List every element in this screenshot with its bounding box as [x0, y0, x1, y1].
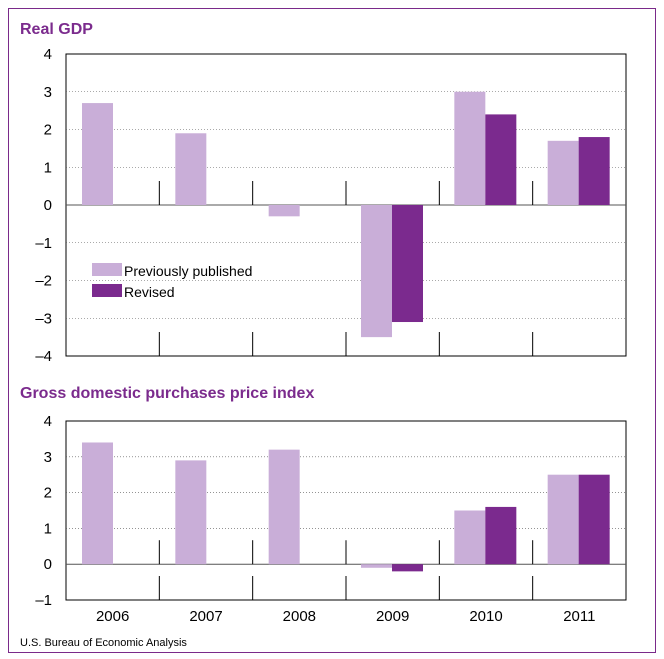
- y-tick-label: 3: [44, 449, 52, 466]
- real-gdp-y-ticks: 4 3 2 1 0 –1 –2 –3 –4: [35, 46, 52, 365]
- real-gdp-title: Real GDP: [20, 21, 93, 38]
- bar-revised-2011: [578, 137, 610, 205]
- bar-previous-2011: [547, 140, 579, 205]
- bar-previous-2011: [547, 474, 579, 565]
- y-tick-label: 4: [44, 413, 52, 430]
- bar-previous-2006: [82, 442, 113, 565]
- x-tick-label: 2009: [376, 608, 409, 625]
- bar-previous-2010: [454, 510, 486, 565]
- x-tick-label: 2010: [469, 608, 502, 625]
- bar-previous-2009: [361, 564, 392, 568]
- bar-previous-2010: [454, 91, 486, 205]
- real-gdp-bars: [82, 91, 610, 338]
- real-gdp-panel: Real GDP 4 3 2 1 0 –1 –2 –3 –4 Previously publis…: [20, 21, 627, 365]
- bar-revised-2011: [578, 474, 610, 565]
- legend-swatch-revised: [92, 284, 122, 297]
- y-tick-label: –4: [35, 348, 52, 365]
- legend-swatch-previous: [92, 263, 122, 276]
- real-gdp-separators: [158, 181, 534, 356]
- bar-previous-2007: [175, 460, 207, 565]
- price-index-title: Gross domestic purchases price index: [20, 385, 314, 402]
- y-tick-label: 4: [44, 46, 52, 63]
- y-tick-label: –3: [35, 310, 52, 327]
- price-index-bars: [82, 442, 610, 572]
- bar-previous-2009: [361, 205, 392, 338]
- bar-previous-2007: [175, 133, 207, 205]
- bar-previous-2006: [82, 103, 113, 205]
- bar-previous-2008: [268, 449, 300, 565]
- y-tick-label: 2: [44, 122, 52, 139]
- y-tick-label: 1: [44, 520, 52, 537]
- price-index-y-ticks: 4 3 2 1 0 –1: [35, 413, 52, 609]
- bar-previous-2008: [268, 205, 300, 217]
- y-tick-label: 2: [44, 485, 52, 502]
- bar-revised-2010: [485, 114, 517, 205]
- y-tick-label: –1: [35, 235, 52, 252]
- y-tick-label: –1: [35, 592, 52, 609]
- bar-revised-2010: [485, 506, 517, 565]
- y-tick-label: 1: [44, 159, 52, 176]
- x-tick-label: 2007: [189, 608, 222, 625]
- source-note: U.S. Bureau of Economic Analysis: [20, 637, 187, 649]
- x-tick-label: 2011: [563, 608, 595, 625]
- bar-revised-2009: [392, 564, 423, 572]
- y-tick-label: 0: [44, 197, 52, 214]
- x-tick-label: 2006: [96, 608, 129, 625]
- price-index-separators: [158, 540, 534, 600]
- legend-label-previous: Previously published: [124, 263, 252, 279]
- y-tick-label: 0: [44, 556, 52, 573]
- bar-revised-2009: [392, 205, 423, 323]
- x-axis-labels: 2006 2007 2008 2009 2010 2011: [96, 608, 595, 625]
- price-index-plot-area: [65, 420, 627, 601]
- legend: Previously published Revised: [92, 263, 252, 300]
- price-index-panel: Gross domestic purchases price index 4 3 2…: [20, 385, 627, 625]
- y-tick-label: –2: [35, 273, 52, 290]
- y-tick-label: 3: [44, 84, 52, 101]
- x-tick-label: 2008: [283, 608, 316, 625]
- legend-label-revised: Revised: [124, 284, 175, 300]
